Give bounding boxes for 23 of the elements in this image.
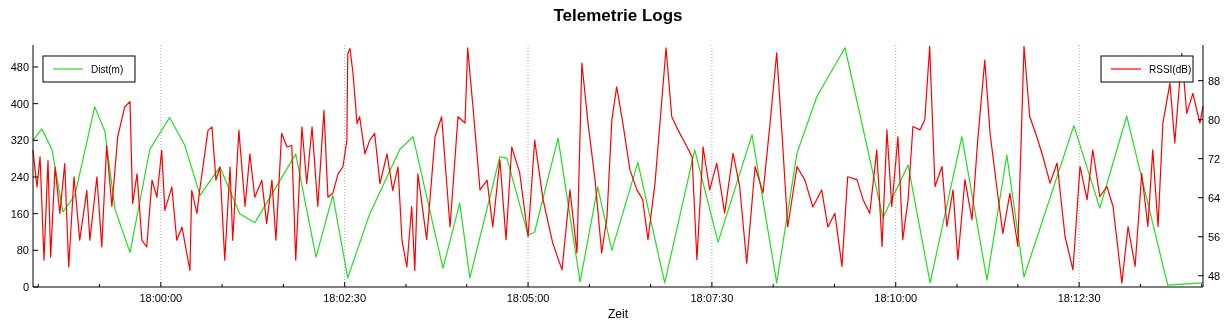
legend-label: RSSI(dB): [1149, 63, 1192, 75]
legend-label: Dist(m): [91, 63, 124, 75]
y-tick-label: 0: [22, 281, 29, 293]
x-axis-title: Zeit: [607, 307, 629, 321]
x-tick-label: 18:10:00: [874, 292, 918, 304]
chart-title: Telemetrie Logs: [553, 6, 683, 25]
y-tick-label: 480: [10, 61, 29, 73]
y2-tick-label: 72: [1208, 152, 1221, 165]
y-tick-label: 80: [16, 244, 29, 257]
x-tick-label: 18:05:00: [506, 292, 550, 304]
y-tick-label: 160: [10, 207, 29, 220]
x-tick-label: 18:02:30: [323, 292, 367, 304]
x-tick-label: 18:12:30: [1057, 292, 1101, 304]
y-tick-label: 240: [10, 171, 29, 183]
y-tick-label: 320: [10, 134, 29, 147]
y2-tick-label: 80: [1208, 113, 1221, 126]
y-tick-label: 400: [10, 97, 29, 110]
x-tick-label: 18:07:30: [690, 292, 734, 304]
y2-tick-label: 64: [1208, 191, 1221, 204]
y2-tick-label: 88: [1208, 74, 1221, 87]
y2-tick-label: 48: [1208, 269, 1221, 282]
y2-tick-label: 56: [1208, 230, 1221, 243]
x-tick-label: 18:00:00: [139, 292, 183, 304]
